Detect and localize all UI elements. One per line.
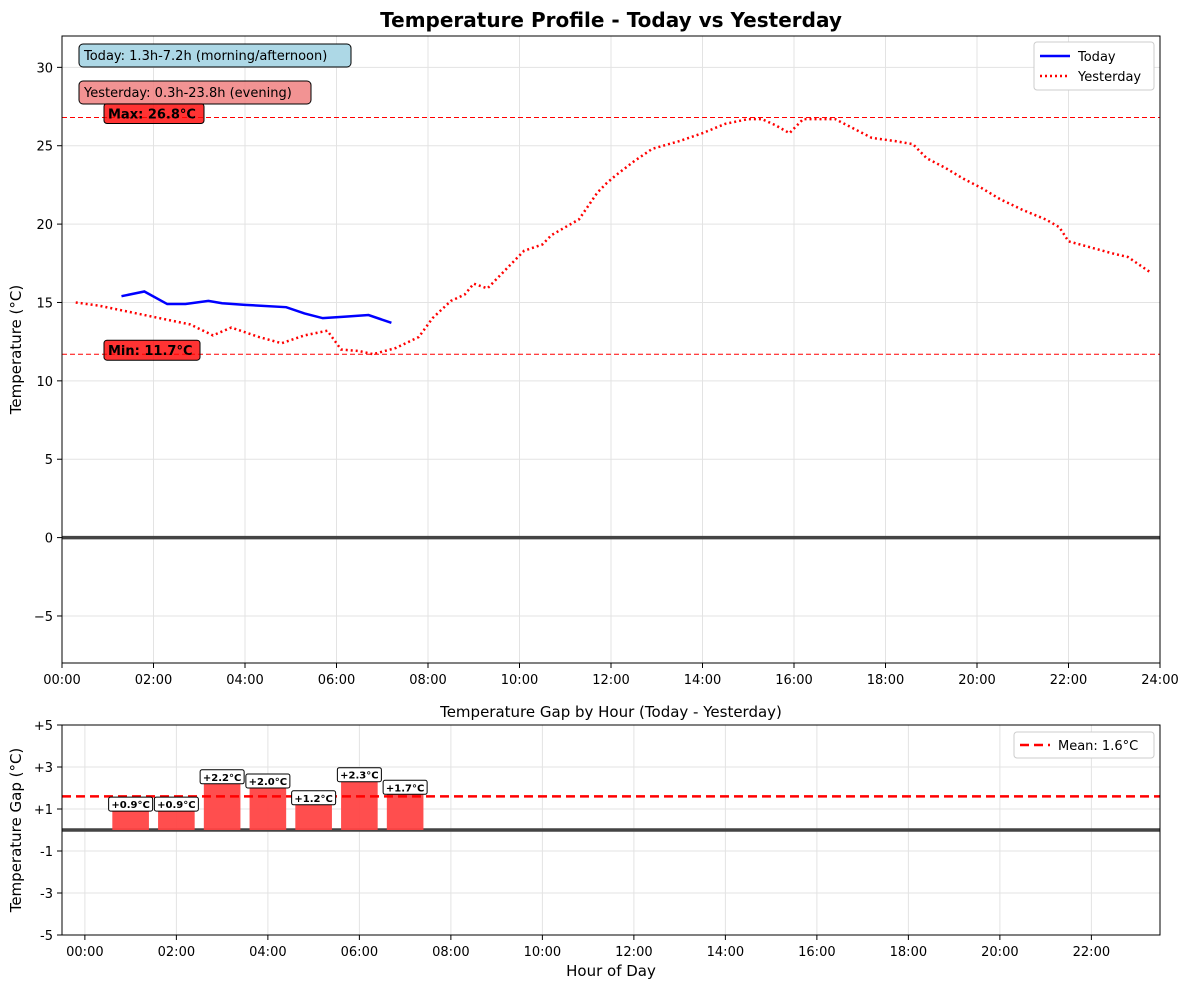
legend-today-label: Today xyxy=(1077,50,1116,65)
top-y-tick-label-0: −5 xyxy=(34,610,53,625)
gap-x-axis-label: Hour of Day xyxy=(566,962,656,980)
gap-bar-6 xyxy=(386,794,424,830)
gap-bar-label-2: +2.2°C xyxy=(203,773,241,784)
gap-bar-label-3: +2.0°C xyxy=(249,777,287,788)
gap-bar-label-box-3 xyxy=(245,773,291,789)
gap-bar-label-5: +2.3°C xyxy=(340,771,378,782)
gap-bar-2 xyxy=(203,783,241,830)
top-y-tick-label-3: 10 xyxy=(36,375,53,390)
bottom-x-tick-label-7: 14:00 xyxy=(707,945,744,960)
bottom-y-ticks: -5 -3 -1 +1 +3 +5 xyxy=(34,719,62,944)
top-y-tick-label-6: 25 xyxy=(36,140,53,155)
min-label-box xyxy=(103,339,201,361)
gap-y-axis-label: Temperature Gap (°C) xyxy=(7,748,25,914)
y-axis-label: Temperature (°C) xyxy=(7,285,25,415)
top-x-tick-label-12: 24:00 xyxy=(1141,673,1178,688)
temperature-gap-chart: +0.9°C +0.9°C +2.2°C +2.0°C +1.2°C +2.3°C +1.7… xyxy=(7,703,1161,980)
top-x-tick-label-8: 16:00 xyxy=(775,673,812,688)
top-x-tick-label-4: 08:00 xyxy=(409,673,446,688)
gap-bar-label-box-1 xyxy=(153,796,199,812)
top-y-tick-label-2: 5 xyxy=(45,453,53,468)
top-y-tick-label-5: 20 xyxy=(36,218,53,233)
bottom-x-tick-label-9: 18:00 xyxy=(890,945,927,960)
bottom-x-tick-label-5: 10:00 xyxy=(524,945,561,960)
today-range-text: Today: 1.3h-7.2h (morning/afternoon) xyxy=(83,49,327,64)
top-x-tick-label-0: 00:00 xyxy=(43,673,80,688)
top-x-tick-label-3: 06:00 xyxy=(318,673,355,688)
top-legend: Today Yesterday xyxy=(1033,41,1155,91)
bottom-x-tick-label-2: 04:00 xyxy=(249,945,286,960)
temperature-profile-chart: Max: 26.8°C Min: 11.7°C Today: 1.3h-7.2h … xyxy=(7,8,1179,688)
yesterday-range-box xyxy=(78,80,312,105)
gap-bar-1 xyxy=(158,811,195,830)
bottom-y-tick-label-1: -3 xyxy=(40,887,53,902)
today-series-line xyxy=(121,290,392,325)
bottom-bar-labels: +0.9°C +0.9°C +2.2°C +2.0°C +1.2°C +2.3°C +1.7… xyxy=(108,767,428,812)
top-annotations: Today: 1.3h-7.2h (morning/afternoon) Yest… xyxy=(78,43,352,105)
top-reference-lines xyxy=(62,117,1160,355)
top-legend-box xyxy=(1033,41,1155,91)
bottom-x-tick-label-4: 08:00 xyxy=(432,945,469,960)
top-x-tick-label-2: 04:00 xyxy=(226,673,263,688)
bottom-x-tick-label-11: 22:00 xyxy=(1073,945,1110,960)
max-label-text: Max: 26.8°C xyxy=(108,108,196,123)
bottom-bars xyxy=(112,781,424,830)
gap-bar-label-box-2 xyxy=(199,769,245,785)
top-x-ticks: 00:00 02:00 04:00 06:00 08:00 10:00 12:00 14:00… xyxy=(43,663,1179,688)
gap-bar-4 xyxy=(295,804,332,830)
min-label-text: Min: 11.7°C xyxy=(108,344,193,359)
bottom-x-tick-label-1: 02:00 xyxy=(158,945,195,960)
gap-bar-0 xyxy=(112,811,149,830)
bottom-x-tick-label-3: 06:00 xyxy=(341,945,378,960)
bottom-x-tick-label-8: 16:00 xyxy=(798,945,835,960)
bottom-y-tick-label-0: -5 xyxy=(40,929,53,944)
yesterday-range-text: Yesterday: 0.3h-23.8h (evening) xyxy=(83,86,292,101)
gap-bar-label-1: +0.9°C xyxy=(157,800,195,811)
gap-bar-label-6: +1.7°C xyxy=(386,783,424,794)
gap-bar-label-box-0 xyxy=(108,796,154,812)
bottom-y-tick-label-5: +5 xyxy=(34,719,53,734)
bottom-y-tick-label-4: +3 xyxy=(34,761,53,776)
top-x-tick-label-1: 02:00 xyxy=(135,673,172,688)
today-range-box xyxy=(78,43,352,68)
gap-chart-title: Temperature Gap by Hour (Today - Yesterd… xyxy=(439,703,782,721)
top-x-tick-label-6: 12:00 xyxy=(592,673,629,688)
top-x-tick-label-10: 20:00 xyxy=(958,673,995,688)
gap-bar-label-box-6 xyxy=(382,779,428,795)
top-y-tick-label-7: 30 xyxy=(36,61,53,76)
gap-bar-5 xyxy=(341,781,378,830)
top-x-tick-label-9: 18:00 xyxy=(867,673,904,688)
gap-bar-label-4: +1.2°C xyxy=(294,794,332,805)
top-x-tick-label-5: 10:00 xyxy=(501,673,538,688)
top-x-tick-label-7: 14:00 xyxy=(684,673,721,688)
gap-bar-label-box-4 xyxy=(291,790,337,806)
bottom-x-tick-label-10: 20:00 xyxy=(981,945,1018,960)
gap-bar-label-box-5 xyxy=(336,767,382,783)
bottom-y-tick-label-3: +1 xyxy=(34,803,53,818)
bottom-legend: Mean: 1.6°C xyxy=(1013,731,1155,759)
top-y-tick-label-1: 0 xyxy=(45,532,53,547)
bottom-x-tick-label-6: 12:00 xyxy=(615,945,652,960)
top-x-tick-label-11: 22:00 xyxy=(1050,673,1087,688)
legend-yesterday-label: Yesterday xyxy=(1077,70,1141,85)
top-y-ticks: −5 0 5 10 15 20 25 30 xyxy=(34,61,62,625)
bottom-x-tick-label-0: 00:00 xyxy=(66,945,103,960)
bottom-y-tick-label-2: -1 xyxy=(40,845,53,860)
top-reference-labels: Max: 26.8°C Min: 11.7°C xyxy=(103,103,205,361)
bottom-plot-frame xyxy=(61,724,1161,936)
chart-title: Temperature Profile - Today vs Yesterday xyxy=(380,8,842,32)
legend-mean-label: Mean: 1.6°C xyxy=(1058,739,1138,754)
gap-bar-label-0: +0.9°C xyxy=(111,800,149,811)
gap-bar-3 xyxy=(249,788,287,830)
top-y-tick-label-4: 15 xyxy=(36,296,53,311)
bottom-x-ticks: 00:00 02:00 04:00 06:00 08:00 10:00 12:00 14:00… xyxy=(66,935,1110,960)
bottom-legend-box xyxy=(1013,731,1155,759)
top-series xyxy=(75,117,1152,356)
